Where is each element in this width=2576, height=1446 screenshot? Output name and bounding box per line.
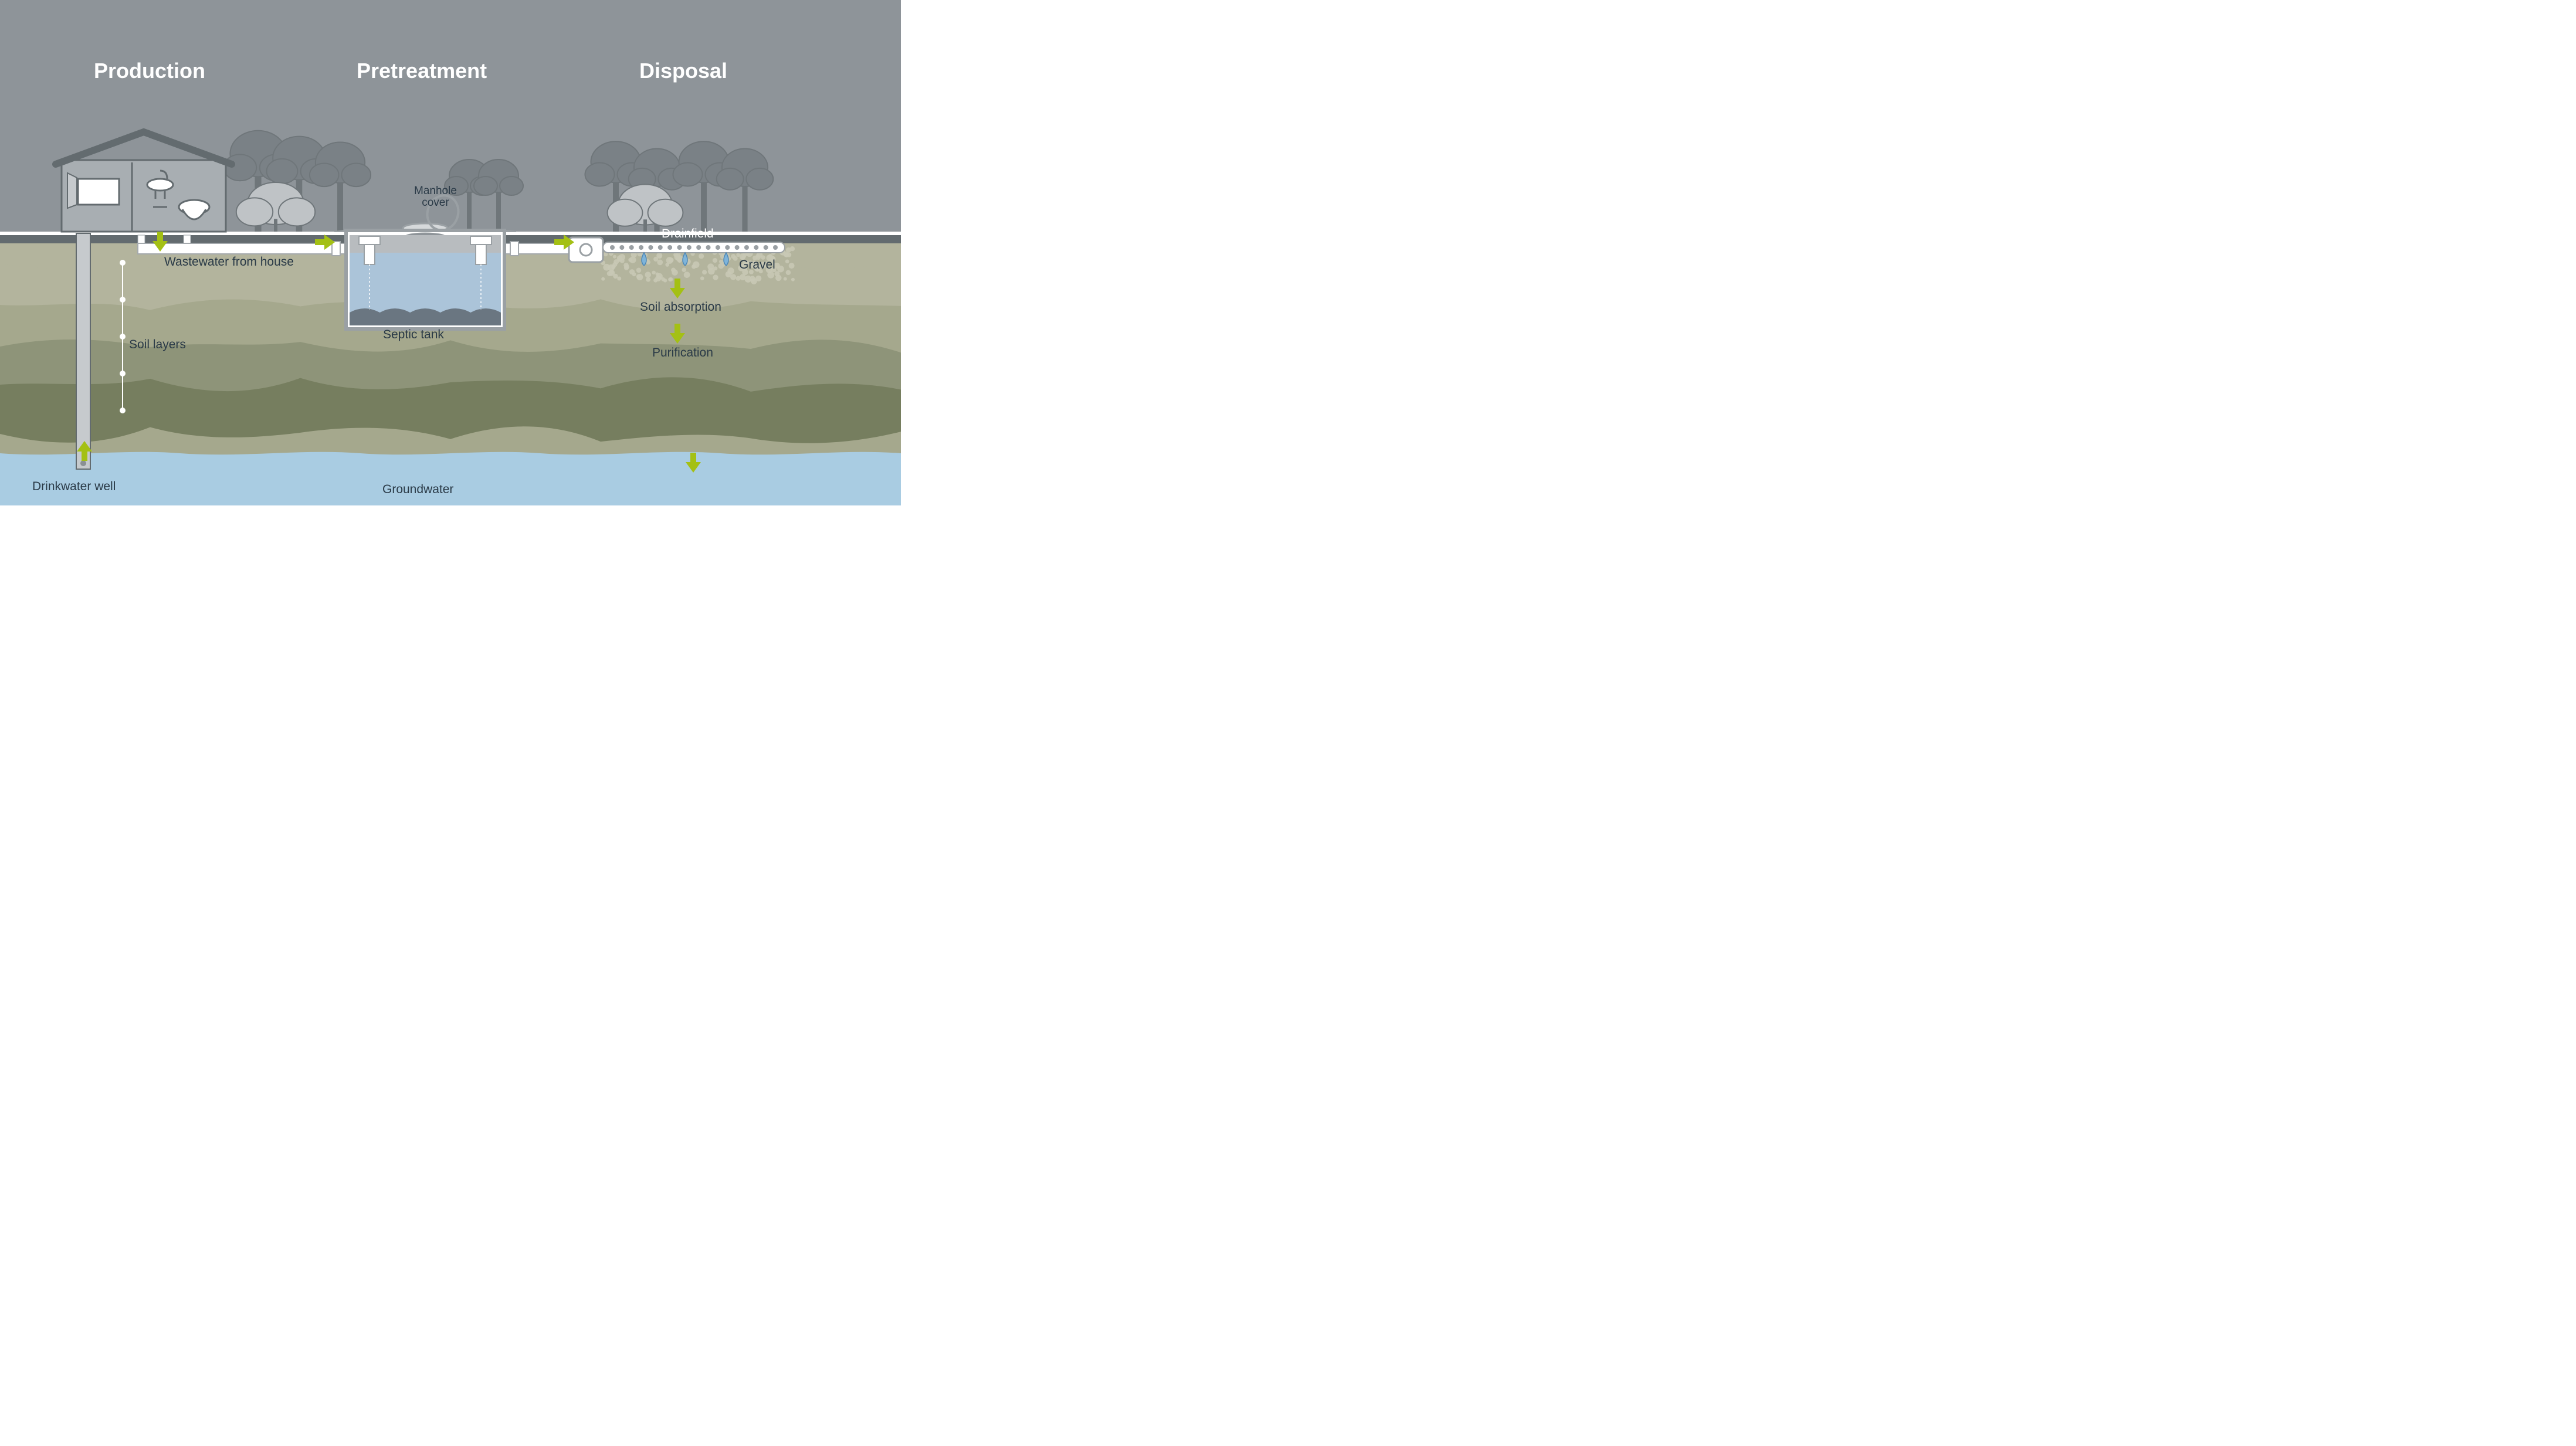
groundwater [0, 452, 901, 505]
distribution-box [569, 237, 603, 262]
label-soil-layers: Soil layers [129, 338, 186, 352]
label-wastewater: Wastewater from house [164, 255, 294, 269]
label-drainfield: Drainfield [662, 227, 714, 241]
label-soil-absorption: Soil absorption [640, 300, 721, 314]
label-septic-tank: Septic tank [383, 328, 444, 342]
label-purification: Purification [652, 346, 713, 360]
soil-marker-dot [120, 334, 126, 340]
soil-marker-dot [120, 371, 126, 376]
soil-marker-dot [120, 297, 126, 303]
wastewater-pipe-left [138, 243, 346, 254]
section-title-disposal: Disposal [639, 59, 727, 83]
septic-system-diagram: Production Pretreatment Disposal Wastewater… [0, 0, 901, 505]
label-groundwater: Groundwater [382, 483, 453, 497]
drinkwater-well [76, 233, 90, 469]
label-drinkwater-well: Drinkwater well [32, 480, 116, 494]
section-title-production: Production [94, 59, 205, 83]
label-gravel: Gravel [739, 258, 775, 272]
section-title-pretreatment: Pretreatment [357, 59, 487, 83]
label-manhole-cover: Manholecover [414, 185, 457, 209]
soil-marker-dot [120, 260, 126, 266]
soil-marker-dot [120, 408, 126, 413]
